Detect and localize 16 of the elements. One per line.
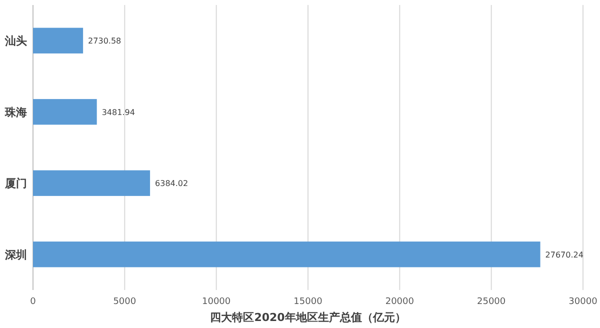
x-tick-label: 10000 bbox=[202, 297, 231, 307]
x-tick-label: 30000 bbox=[568, 297, 598, 307]
y-tick-label: 厦门 bbox=[4, 177, 27, 190]
data-label: 3481.94 bbox=[102, 108, 135, 117]
x-axis-title: 四大特区2020年地区生产总值（亿元） bbox=[210, 311, 406, 324]
data-label: 2730.58 bbox=[88, 36, 122, 46]
x-tick-label: 0 bbox=[30, 297, 36, 307]
data-label: 27670.24 bbox=[545, 250, 584, 260]
data-label: 6384.02 bbox=[155, 179, 188, 188]
x-tick-label: 25000 bbox=[477, 297, 506, 307]
y-tick-label: 珠海 bbox=[4, 106, 27, 119]
y-tick-label: 汕头 bbox=[4, 34, 27, 48]
x-tick-label: 15000 bbox=[294, 297, 323, 307]
y-tick-label: 深圳 bbox=[4, 248, 27, 262]
x-tick-label: 20000 bbox=[385, 297, 414, 307]
x-tick-label: 5000 bbox=[113, 297, 136, 307]
